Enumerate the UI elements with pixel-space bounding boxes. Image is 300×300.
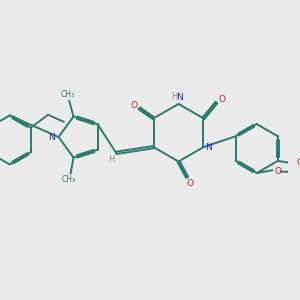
Text: CH₃: CH₃ bbox=[62, 175, 76, 184]
Text: H: H bbox=[171, 92, 177, 101]
Text: N: N bbox=[177, 93, 183, 102]
Text: O: O bbox=[275, 167, 282, 176]
Text: H: H bbox=[108, 155, 114, 164]
Text: O: O bbox=[187, 178, 194, 188]
Text: N: N bbox=[205, 142, 212, 152]
Text: O: O bbox=[218, 95, 225, 104]
Text: O: O bbox=[130, 101, 137, 110]
Text: N: N bbox=[48, 133, 55, 142]
Text: O: O bbox=[296, 158, 300, 167]
Text: CH₃: CH₃ bbox=[61, 90, 75, 99]
